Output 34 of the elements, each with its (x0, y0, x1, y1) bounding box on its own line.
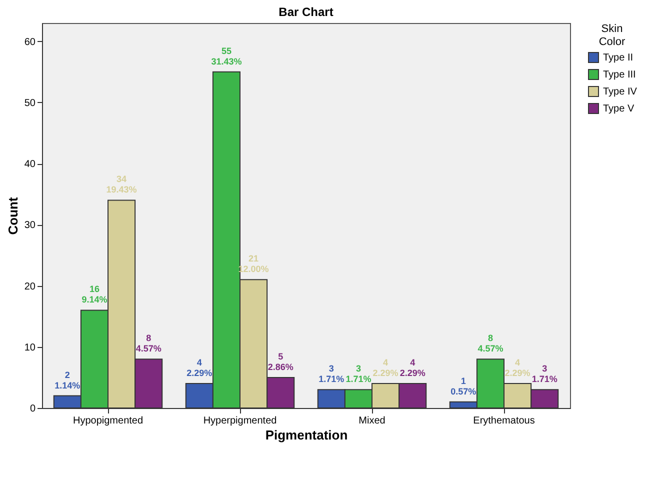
data-label: 4 2.29% (186, 358, 212, 378)
y-tick-label: 50 (24, 98, 36, 109)
data-label: 8 4.57% (136, 333, 162, 354)
data-label: 2 1.14% (54, 370, 80, 390)
x-tick-label: Erythematous (473, 416, 535, 426)
x-tick-label: Hyperpigmented (203, 416, 277, 426)
data-label: 3 1.71% (532, 364, 558, 384)
x-tick-label: Mixed (358, 416, 386, 426)
data-label: 55 31.43% (211, 46, 242, 66)
y-tick-label: 20 (24, 281, 36, 292)
y-axis-title: Count (5, 196, 20, 235)
y-tick-label: 10 (24, 342, 36, 354)
data-label: 3 1.71% (318, 364, 344, 384)
y-tick-label: 40 (24, 159, 36, 170)
data-label: 4 2.29% (504, 358, 530, 378)
legend-label: Type IV (603, 86, 638, 98)
data-label: 34 19.43% (106, 174, 137, 195)
y-tick-label: 60 (24, 36, 36, 48)
data-label: 5 2.86% (268, 351, 294, 372)
data-label: 4 2.29% (400, 358, 426, 378)
legend-title: Skin Color (598, 23, 626, 48)
data-label: 4 2.29% (372, 358, 398, 378)
data-label: 3 1.71% (346, 364, 372, 384)
legend-label: Type III (603, 70, 636, 80)
legend-label: Type V (603, 104, 634, 114)
y-tick-label: 0 (30, 404, 36, 414)
data-label: 1 0.57% (450, 376, 476, 396)
chart-title: Bar Chart (278, 5, 334, 19)
x-tick-label: Hypopigmented (72, 416, 144, 426)
y-tick-label: 30 (24, 220, 36, 232)
data-label: 16 9.14% (82, 284, 108, 305)
data-label: 8 4.57% (478, 333, 504, 354)
legend-label: Type II (603, 52, 634, 64)
x-axis-title: Pigmentation (265, 428, 348, 442)
